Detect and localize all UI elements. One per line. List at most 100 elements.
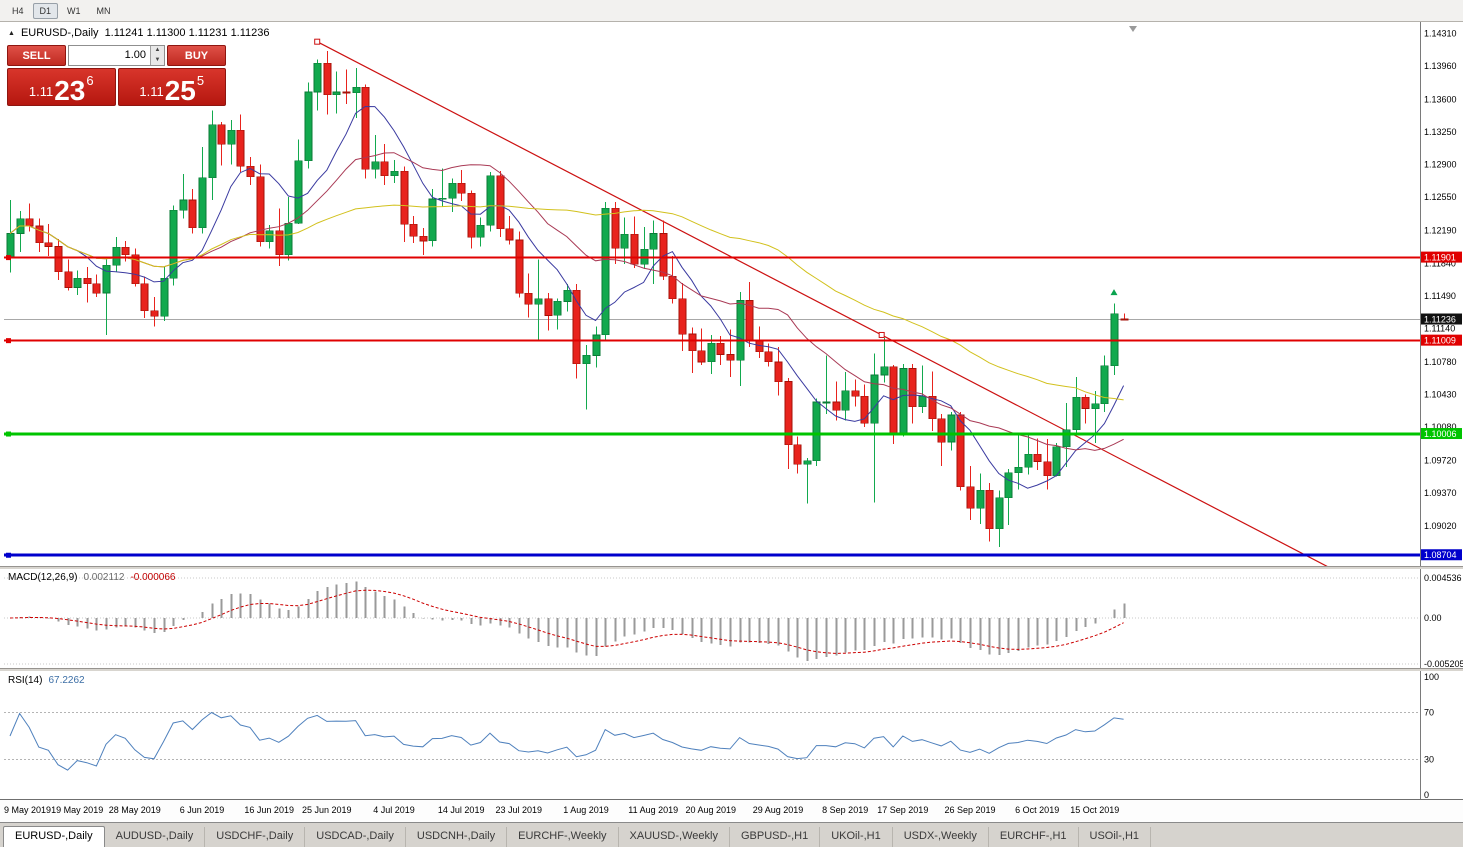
sell-price-prefix: 1.11 bbox=[28, 84, 54, 99]
svg-text:1.12900: 1.12900 bbox=[1424, 160, 1457, 170]
date-axis-label: 28 May 2019 bbox=[108, 805, 161, 815]
chart-ohlc-values: 1.11241 1.11300 1.11231 1.11236 bbox=[104, 27, 270, 39]
chart-tab[interactable]: USDCAD-,Daily bbox=[305, 827, 406, 847]
date-axis-label: 23 Jul 2019 bbox=[495, 805, 543, 815]
buy-price-pip: 5 bbox=[196, 73, 205, 88]
svg-text:100: 100 bbox=[1424, 672, 1439, 682]
rsi-line bbox=[9, 711, 1124, 771]
date-axis[interactable]: 9 May 2019 19 May 2019 28 May 2019 6 Jun 20… bbox=[0, 799, 1463, 823]
svg-text:1.12190: 1.12190 bbox=[1424, 226, 1457, 236]
panel-separator[interactable] bbox=[0, 668, 1463, 671]
buy-price-tile[interactable]: 1.11 25 5 bbox=[117, 68, 226, 106]
candles-layer bbox=[6, 51, 1129, 548]
rsi-label: RSI(14) 67.2262 bbox=[8, 675, 85, 686]
chart-tab[interactable]: USDX-,Weekly bbox=[893, 827, 989, 847]
buy-button[interactable]: BUY bbox=[167, 45, 226, 66]
svg-text:1.14310: 1.14310 bbox=[1424, 28, 1457, 38]
date-axis-label: 8 Sep 2019 bbox=[822, 805, 869, 815]
line-anchor-marker bbox=[6, 255, 11, 261]
date-axis-label: 16 Jun 2019 bbox=[244, 805, 294, 815]
macd-name: MACD(12,26,9) bbox=[8, 572, 78, 583]
svg-text:1.12550: 1.12550 bbox=[1424, 192, 1457, 202]
descending-trendline[interactable] bbox=[316, 41, 1446, 566]
date-axis-label: 6 Oct 2019 bbox=[1015, 805, 1060, 815]
price-axis-ticks: 1.14310 1.13960 1.13600 1.13250 1.12900 1.125… bbox=[1424, 28, 1457, 531]
svg-text:1.09020: 1.09020 bbox=[1424, 521, 1457, 531]
chart-tab[interactable]: USOil-,H1 bbox=[1079, 827, 1152, 847]
svg-text:1.13600: 1.13600 bbox=[1424, 94, 1457, 104]
period-button-mn[interactable]: MN bbox=[96, 5, 111, 16]
macd-main-value: 0.002112 bbox=[83, 572, 125, 583]
svg-text:1.10080: 1.10080 bbox=[1424, 422, 1457, 432]
sell-price-tile[interactable]: 1.11 23 6 bbox=[7, 68, 116, 106]
line-anchor-marker bbox=[6, 338, 11, 344]
period-button-w1[interactable]: W1 bbox=[67, 5, 81, 16]
sell-price-pip: 6 bbox=[86, 73, 94, 88]
panel-separator[interactable] bbox=[0, 566, 1463, 569]
rsi-name: RSI(14) bbox=[8, 675, 43, 686]
date-axis-label: 4 Jul 2019 bbox=[373, 805, 415, 815]
period-toolbar: H4 D1 W1 MN bbox=[0, 0, 1463, 22]
chart-tab[interactable]: USDCNH-,Daily bbox=[406, 827, 508, 847]
main-chart-svg[interactable]: 1.14310 1.13960 1.13600 1.13250 1.12900 1.125… bbox=[0, 22, 1463, 566]
svg-text:0: 0 bbox=[1424, 790, 1429, 799]
axis-price-tag bbox=[1421, 428, 1462, 440]
buy-price-prefix: 1.11 bbox=[139, 84, 164, 99]
svg-text:1.10430: 1.10430 bbox=[1424, 390, 1457, 400]
up-arrow-marker bbox=[1110, 289, 1118, 296]
macd-panel-svg[interactable]: 0.004536 0.00 -0.005205 bbox=[0, 569, 1463, 668]
svg-text:1.11840: 1.11840 bbox=[1424, 258, 1456, 268]
chart-tab[interactable]: AUDUSD-,Daily bbox=[105, 827, 206, 847]
volume-value[interactable]: 1.00 bbox=[124, 49, 146, 61]
axis-price-tag bbox=[1421, 334, 1462, 346]
period-button-d1[interactable]: D1 bbox=[32, 2, 59, 19]
chart-tabs-bar: EURUSD-,Daily AUDUSD-,Daily USDCHF-,Daily U… bbox=[0, 822, 1463, 847]
svg-text:1.11140: 1.11140 bbox=[1424, 323, 1455, 333]
date-axis-label: 17 Sep 2019 bbox=[877, 805, 929, 815]
date-axis-label: 29 Aug 2019 bbox=[752, 805, 804, 815]
chart-tab[interactable]: GBPUSD-,H1 bbox=[730, 827, 821, 847]
date-axis-label: 19 May 2019 bbox=[51, 805, 104, 815]
one-click-panel-toggle-icon[interactable]: ▲ bbox=[8, 29, 15, 37]
chart-tab[interactable]: EURCHF-,H1 bbox=[989, 827, 1079, 847]
svg-text:1.13960: 1.13960 bbox=[1424, 61, 1457, 71]
date-axis-label: 25 Jun 2019 bbox=[302, 805, 352, 815]
svg-text:1.08704: 1.08704 bbox=[1424, 550, 1457, 560]
rsi-value: 67.2262 bbox=[48, 675, 85, 686]
trendline-anchor-marker[interactable] bbox=[878, 331, 885, 338]
current-price-tag bbox=[1421, 313, 1462, 325]
axis-price-tag bbox=[1421, 549, 1462, 561]
volume-decrease-button[interactable]: ▼ bbox=[154, 56, 161, 63]
svg-text:1.11009: 1.11009 bbox=[1424, 336, 1456, 346]
line-anchor-marker bbox=[6, 431, 11, 437]
sell-button[interactable]: SELL bbox=[7, 45, 66, 66]
chart-tab[interactable]: EURCHF-,Weekly bbox=[507, 827, 619, 847]
rsi-panel-svg[interactable]: 100 70 30 0 bbox=[0, 671, 1463, 799]
trendline-anchor-marker[interactable] bbox=[314, 38, 321, 45]
axis-price-tag bbox=[1421, 251, 1462, 263]
svg-text:30: 30 bbox=[1424, 755, 1434, 765]
svg-text:1.11490: 1.11490 bbox=[1424, 291, 1456, 301]
date-axis-label: 15 Oct 2019 bbox=[1070, 805, 1120, 815]
chart-tab[interactable]: UKOil-,H1 bbox=[820, 827, 893, 847]
macd-signal-line bbox=[9, 589, 1124, 654]
volume-increase-button[interactable]: ▲ bbox=[154, 47, 161, 53]
svg-text:70: 70 bbox=[1424, 707, 1434, 717]
svg-text:0.004536: 0.004536 bbox=[1424, 573, 1462, 583]
date-axis-label: 20 Aug 2019 bbox=[685, 805, 737, 815]
chart-tab[interactable]: EURUSD-,Daily bbox=[3, 826, 105, 847]
chart-tab[interactable]: USDCHF-,Daily bbox=[205, 827, 306, 847]
svg-text:0.00: 0.00 bbox=[1424, 613, 1442, 623]
svg-text:1.11236: 1.11236 bbox=[1424, 315, 1456, 325]
date-axis-label: 9 May 2019 bbox=[4, 805, 52, 815]
macd-histogram bbox=[19, 581, 1126, 662]
chart-shift-marker-icon[interactable] bbox=[1129, 26, 1137, 32]
date-axis-label: 1 Aug 2019 bbox=[563, 805, 609, 815]
svg-text:1.13250: 1.13250 bbox=[1424, 127, 1457, 137]
chart-tab[interactable]: XAUUSD-,Weekly bbox=[619, 827, 730, 847]
volume-field[interactable]: 1.00 ▲ ▼ bbox=[68, 45, 165, 66]
period-button-h4[interactable]: H4 bbox=[12, 5, 24, 16]
svg-text:1.11901: 1.11901 bbox=[1424, 253, 1456, 263]
date-axis-label: 26 Sep 2019 bbox=[944, 805, 996, 815]
